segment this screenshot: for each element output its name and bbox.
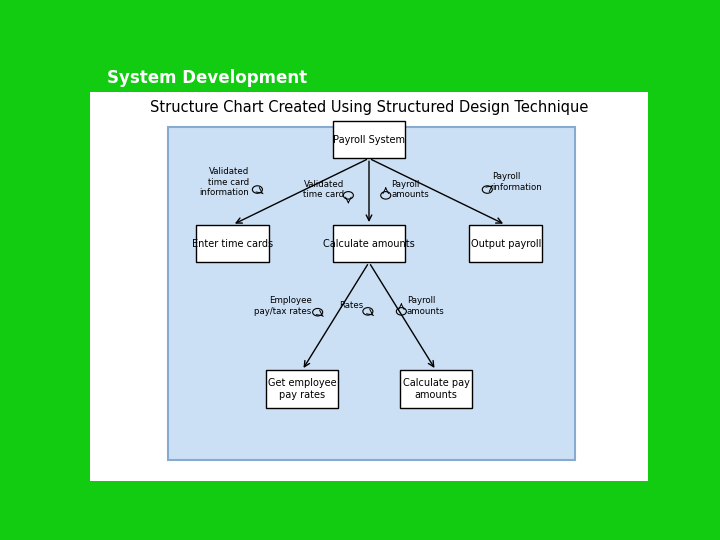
- Text: Calculate amounts: Calculate amounts: [323, 239, 415, 248]
- Text: Validated
time card
information: Validated time card information: [199, 167, 249, 197]
- Text: Get employee
pay rates: Get employee pay rates: [268, 379, 336, 400]
- FancyBboxPatch shape: [469, 225, 542, 262]
- FancyBboxPatch shape: [168, 127, 575, 460]
- Text: Employee
pay/tax rates: Employee pay/tax rates: [254, 296, 312, 316]
- Text: Payroll
amounts: Payroll amounts: [407, 296, 445, 316]
- Text: Enter time cards: Enter time cards: [192, 239, 273, 248]
- Text: Validated
time card: Validated time card: [303, 180, 344, 199]
- FancyBboxPatch shape: [400, 370, 472, 408]
- Text: Output payroll: Output payroll: [471, 239, 541, 248]
- FancyBboxPatch shape: [196, 225, 269, 262]
- FancyBboxPatch shape: [333, 225, 405, 262]
- Text: System Development: System Development: [107, 69, 307, 87]
- Text: Payroll System: Payroll System: [333, 134, 405, 145]
- Text: Calculate pay
amounts: Calculate pay amounts: [402, 379, 469, 400]
- Text: Structure Chart Created Using Structured Design Technique: Structure Chart Created Using Structured…: [150, 100, 588, 115]
- FancyBboxPatch shape: [81, 82, 657, 487]
- Text: Payroll
information: Payroll information: [492, 172, 541, 192]
- FancyBboxPatch shape: [90, 65, 648, 92]
- Text: Rates: Rates: [339, 301, 364, 310]
- FancyBboxPatch shape: [333, 121, 405, 158]
- FancyBboxPatch shape: [266, 370, 338, 408]
- Text: Payroll
amounts: Payroll amounts: [392, 180, 429, 199]
